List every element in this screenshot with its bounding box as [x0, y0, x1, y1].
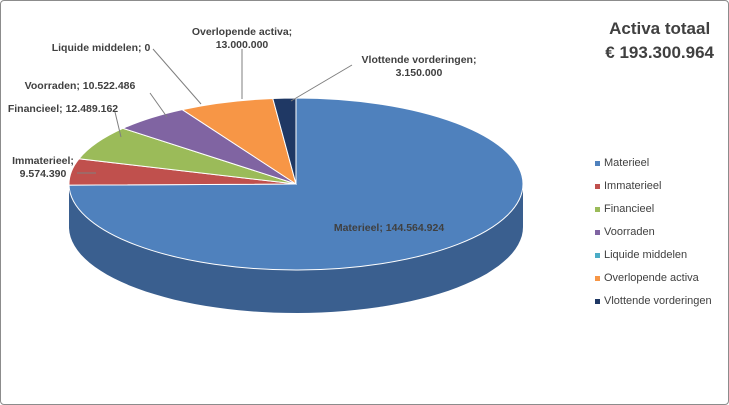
legend-item-immaterieel: Immaterieel	[595, 178, 712, 201]
legend-item-voorraden: Voorraden	[595, 224, 712, 247]
data-label-value-overlopende-activa: 13.000.000	[216, 39, 269, 51]
legend-item-overlopende-activa: Overlopende activa	[595, 270, 712, 293]
leader-line-voorraden	[149, 92, 168, 118]
legend-swatch	[595, 160, 600, 166]
legend-swatch	[595, 206, 600, 212]
pie-side-materieel	[69, 184, 523, 313]
legend-label: Immaterieel	[604, 180, 662, 192]
data-label-liquide-middelen: Liquide middelen; 0	[52, 42, 151, 54]
legend-item-vlottende-vorderingen: Vlottende vorderingen	[595, 293, 712, 316]
chart-title: Activa totaal	[609, 19, 711, 38]
legend-label: Materieel	[604, 157, 650, 169]
legend-label: Liquide middelen	[604, 249, 688, 261]
data-label-financieel: Financieel; 12.489.162	[8, 103, 118, 115]
data-label-immaterieel: Immaterieel;	[12, 155, 74, 167]
data-label-value-vlottende-vorderingen: 3.150.000	[396, 67, 443, 79]
legend-label: Overlopende activa	[604, 272, 699, 284]
data-label-value-immaterieel: 9.574.390	[20, 168, 67, 180]
legend-swatch	[595, 229, 600, 235]
legend-swatch	[595, 275, 600, 281]
data-label-overlopende-activa: Overlopende activa;	[192, 26, 292, 38]
pie-slices	[68, 97, 524, 271]
chart-subtitle: € 193.300.964	[605, 43, 714, 62]
pie-side-walls	[69, 184, 523, 313]
legend-item-materieel: Materieel	[595, 155, 712, 178]
data-labels: Materieel; 144.564.924 Immaterieel;9.574.…	[8, 26, 477, 234]
leader-line-financieel	[114, 111, 122, 138]
legend-swatch	[595, 252, 600, 258]
legend-swatch	[595, 183, 600, 189]
legend-item-financieel: Financieel	[595, 201, 712, 224]
legend-swatch	[595, 298, 600, 304]
legend-label: Vlottende vorderingen	[604, 295, 712, 307]
leader-line-vlottende-vorderingen	[290, 64, 353, 102]
leader-line-liquide-middelen	[152, 48, 202, 105]
data-label-materieel: Materieel; 144.564.924	[334, 222, 444, 234]
data-label-vlottende-vorderingen: Vlottende vorderingen;	[362, 54, 477, 66]
chart-title-box: Activa totaal € 193.300.964	[605, 17, 714, 65]
legend: Materieel Immaterieel Financieel Voorrad…	[595, 155, 712, 316]
legend-label: Voorraden	[604, 226, 655, 238]
data-label-voorraden: Voorraden; 10.522.486	[25, 80, 136, 92]
pie-slice-materieel	[68, 97, 524, 271]
legend-item-liquide-middelen: Liquide middelen	[595, 247, 712, 270]
legend-label: Financieel	[604, 203, 655, 215]
